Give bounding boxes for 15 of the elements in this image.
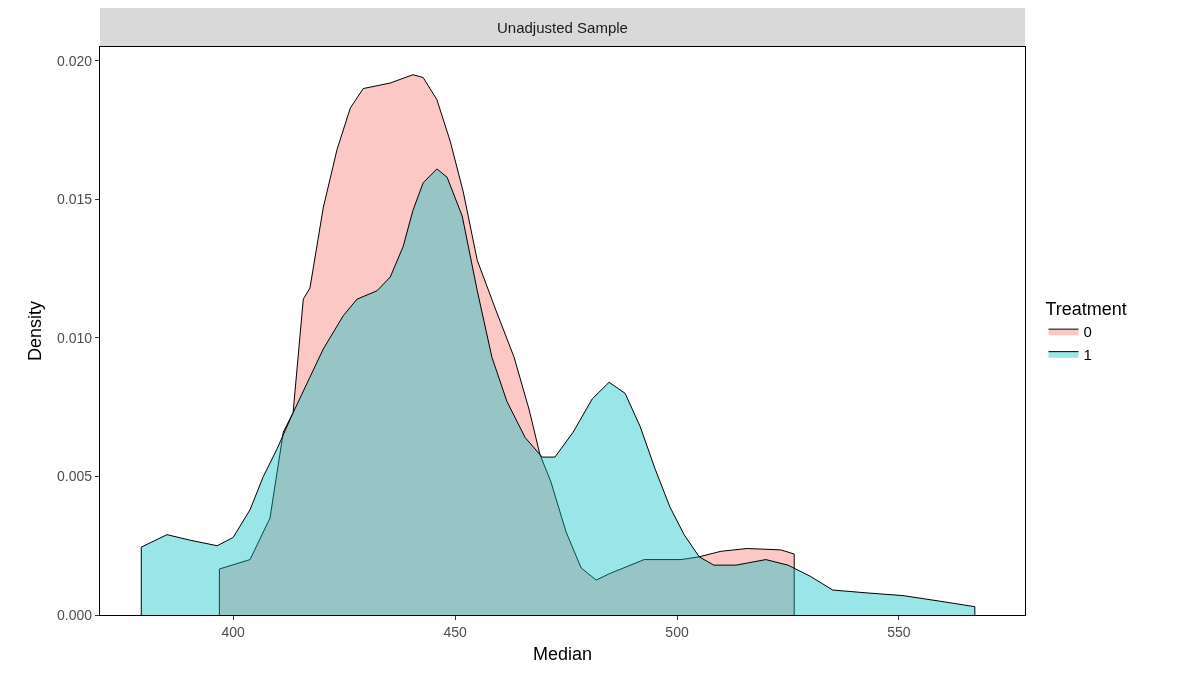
- x-tick-label: 550: [887, 623, 911, 640]
- y-tick-label: 0.005: [57, 468, 93, 485]
- chart-title: Unadjusted Sample: [497, 19, 628, 36]
- y-axis-title: Density: [25, 300, 46, 362]
- y-tick-label: 0.000: [57, 606, 93, 623]
- legend-label: 1: [1083, 345, 1092, 363]
- y-tick-label: 0.015: [57, 191, 93, 208]
- y-tick-label: 0.020: [57, 52, 93, 69]
- y-tick-label: 0.010: [57, 329, 93, 346]
- legend-title: Treatment: [1045, 298, 1127, 319]
- legend-label: 0: [1083, 323, 1092, 340]
- x-tick-label: 400: [221, 623, 246, 640]
- x-tick-label: 500: [665, 623, 689, 640]
- x-axis-title: Median: [532, 644, 593, 664]
- x-tick-label: 450: [443, 623, 467, 640]
